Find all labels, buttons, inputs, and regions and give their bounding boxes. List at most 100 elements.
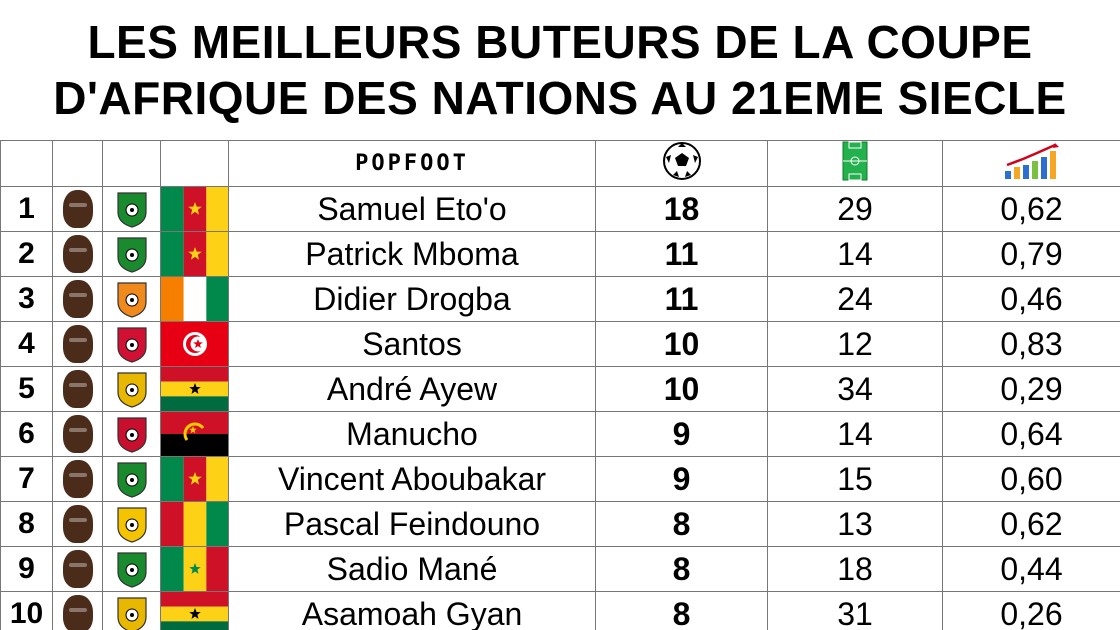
matches-cell: 13	[767, 501, 943, 547]
federation-crest-icon	[116, 552, 147, 588]
avatar	[62, 325, 93, 363]
flag-cell	[160, 366, 229, 412]
player-name-cell: Sadio Mané	[228, 546, 596, 592]
ratio: 0,64	[1000, 415, 1063, 452]
player-name: André Ayew	[326, 370, 498, 407]
rank-cell: 6	[0, 411, 53, 457]
player-name: Asamoah Gyan	[301, 595, 523, 630]
flag-cell	[160, 411, 229, 457]
scorers-table: POPFOOT	[0, 140, 1120, 630]
federation-crest-icon	[116, 282, 147, 318]
federation-crest-icon	[116, 372, 147, 408]
goals-cell: 9	[595, 456, 768, 502]
player-name-cell: Manucho	[228, 411, 596, 457]
guinea-flag-icon	[161, 502, 228, 546]
ratio-cell: 0,60	[942, 456, 1120, 502]
ratio: 0,79	[1000, 235, 1063, 272]
ratio-cell: 0,79	[942, 231, 1120, 277]
matches-cell: 12	[767, 321, 943, 367]
crest-cell	[102, 591, 161, 630]
flag-cell	[160, 276, 229, 322]
matches-cell: 18	[767, 546, 943, 592]
federation-crest-icon	[116, 462, 147, 498]
player-name-cell: Santos	[228, 321, 596, 367]
goals-cell: 10	[595, 366, 768, 412]
avatar	[62, 460, 93, 498]
photo-cell	[52, 456, 103, 502]
matches-cell: 34	[767, 366, 943, 412]
crest-cell	[102, 366, 161, 412]
crest-cell	[102, 321, 161, 367]
photo-cell	[52, 591, 103, 630]
ghana-flag-icon	[161, 592, 228, 630]
header-ratio	[942, 140, 1120, 187]
ratio-cell: 0,46	[942, 276, 1120, 322]
rank: 10	[9, 597, 44, 630]
matches: 15	[837, 460, 873, 497]
player-name-cell: Vincent Aboubakar	[228, 456, 596, 502]
federation-crest-icon	[116, 192, 147, 228]
goals-cell: 9	[595, 411, 768, 457]
flag-cell	[160, 321, 229, 367]
rank-cell: 9	[0, 546, 53, 592]
federation-crest-icon	[116, 237, 147, 273]
player-name: Samuel Eto'o	[317, 190, 507, 227]
flag-cell	[160, 591, 229, 630]
rank: 3	[18, 282, 35, 315]
goals: 10	[663, 370, 700, 407]
cameroon-flag-icon	[161, 232, 228, 276]
rank: 8	[18, 507, 35, 540]
header-matches	[767, 140, 943, 187]
goals-cell: 8	[595, 591, 768, 630]
crest-cell	[102, 231, 161, 277]
rank-cell: 7	[0, 456, 53, 502]
table-row: 3 Didier Drogba 11 24 0,46	[0, 276, 1120, 322]
photo-cell	[52, 546, 103, 592]
player-name: Santos	[362, 325, 462, 362]
goals: 18	[663, 190, 700, 227]
goals-cell: 8	[595, 501, 768, 547]
photo-cell	[52, 366, 103, 412]
rank: 7	[18, 462, 35, 495]
crest-cell	[102, 546, 161, 592]
crest-cell	[102, 411, 161, 457]
header-brand: POPFOOT	[228, 140, 596, 187]
tunisia-flag-icon	[161, 322, 228, 366]
ratio: 0,60	[1000, 460, 1063, 497]
table-row: 8 Pascal Feindouno 8 13 0,62	[0, 501, 1120, 547]
flag-cell	[160, 186, 229, 232]
rank: 4	[18, 327, 35, 360]
goals: 9	[672, 415, 691, 452]
ratio-cell: 0,64	[942, 411, 1120, 457]
matches: 31	[837, 595, 873, 630]
photo-cell	[52, 231, 103, 277]
table-row: 4 Santos 10 12 0,83	[0, 321, 1120, 367]
flag-cell	[160, 546, 229, 592]
rank-cell: 2	[0, 231, 53, 277]
player-name: Patrick Mboma	[305, 235, 519, 272]
avatar	[62, 235, 93, 273]
matches: 18	[837, 550, 873, 587]
rank-cell: 8	[0, 501, 53, 547]
goals-cell: 11	[595, 276, 768, 322]
goals-cell: 10	[595, 321, 768, 367]
matches-cell: 15	[767, 456, 943, 502]
soccer-ball-icon	[662, 142, 701, 180]
ratio: 0,29	[1000, 370, 1063, 407]
ratio-cell: 0,44	[942, 546, 1120, 592]
table-row: 5 André Ayew 10 34 0,29	[0, 366, 1120, 412]
table-row: 10 Asamoah Gyan 8 31 0,26	[0, 591, 1120, 630]
header-flag	[160, 140, 229, 187]
cameroon-flag-icon	[161, 187, 228, 231]
player-name: Didier Drogba	[313, 280, 511, 317]
goals-cell: 18	[595, 186, 768, 232]
matches: 24	[837, 280, 873, 317]
federation-crest-icon	[116, 597, 147, 630]
matches-cell: 24	[767, 276, 943, 322]
table-row: 6 Manucho 9 14 0,64	[0, 411, 1120, 457]
ratio: 0,26	[1000, 595, 1063, 630]
player-name-cell: Asamoah Gyan	[228, 591, 596, 630]
ivory-coast-flag-icon	[161, 277, 228, 321]
rank-cell: 3	[0, 276, 53, 322]
bar-chart-icon	[1004, 143, 1059, 179]
